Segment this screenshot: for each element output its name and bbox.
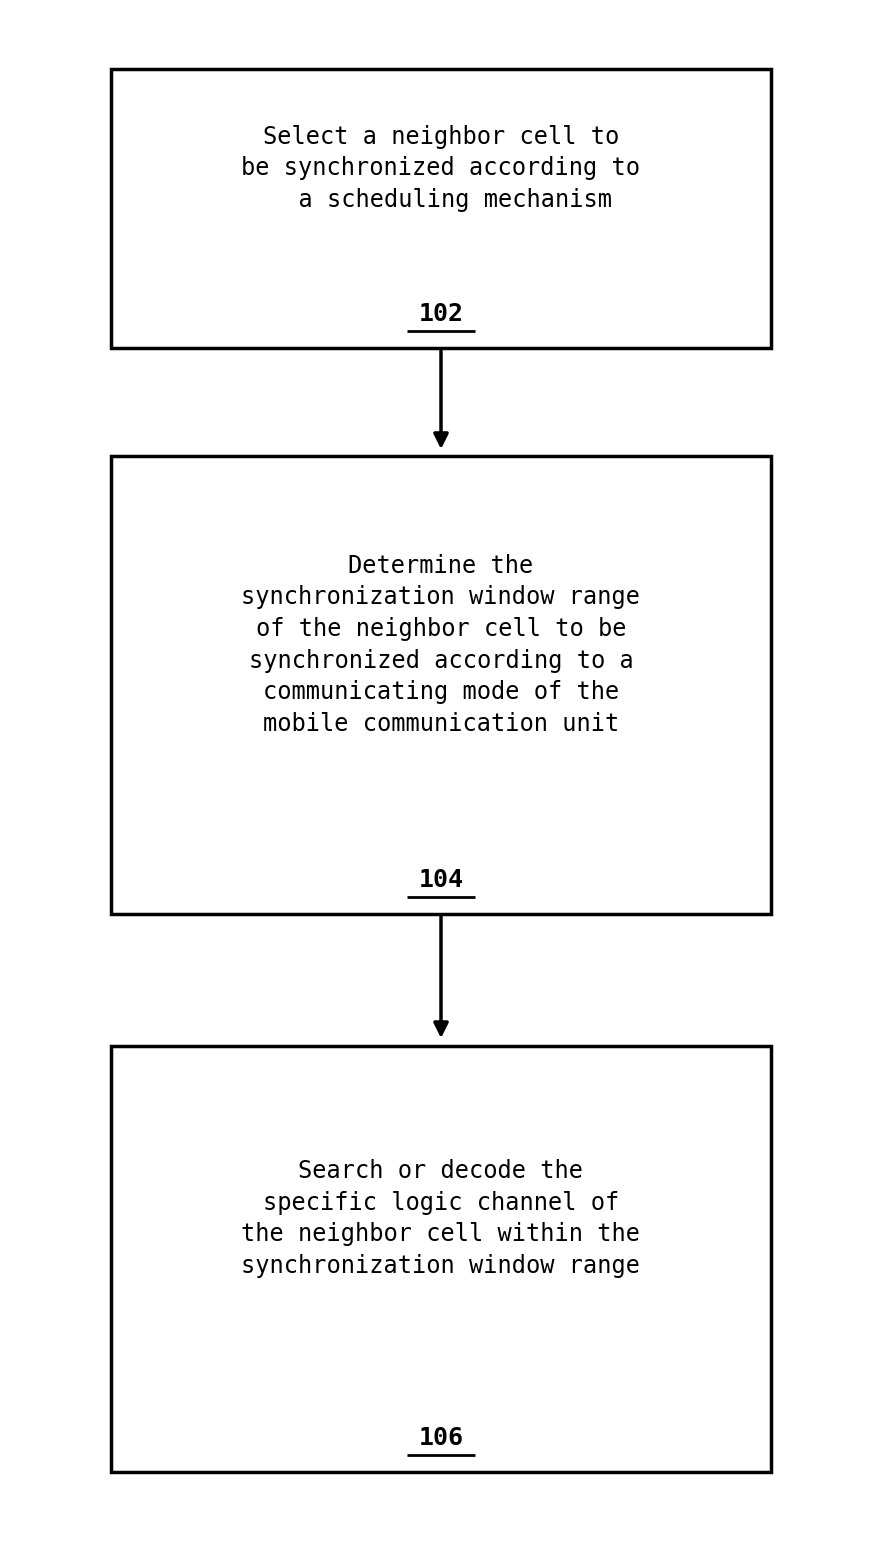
Text: 104: 104 xyxy=(418,868,464,891)
Text: Determine the
synchronization window range
of the neighbor cell to be
synchroniz: Determine the synchronization window ran… xyxy=(242,554,640,735)
Text: Select a neighbor cell to
be synchronized according to
  a scheduling mechanism: Select a neighbor cell to be synchronize… xyxy=(242,125,640,211)
Text: 102: 102 xyxy=(418,302,464,325)
Text: Search or decode the
specific logic channel of
the neighbor cell within the
sync: Search or decode the specific logic chan… xyxy=(242,1159,640,1278)
FancyBboxPatch shape xyxy=(111,1045,771,1472)
FancyBboxPatch shape xyxy=(111,457,771,913)
Text: 106: 106 xyxy=(418,1426,464,1450)
FancyBboxPatch shape xyxy=(111,69,771,347)
